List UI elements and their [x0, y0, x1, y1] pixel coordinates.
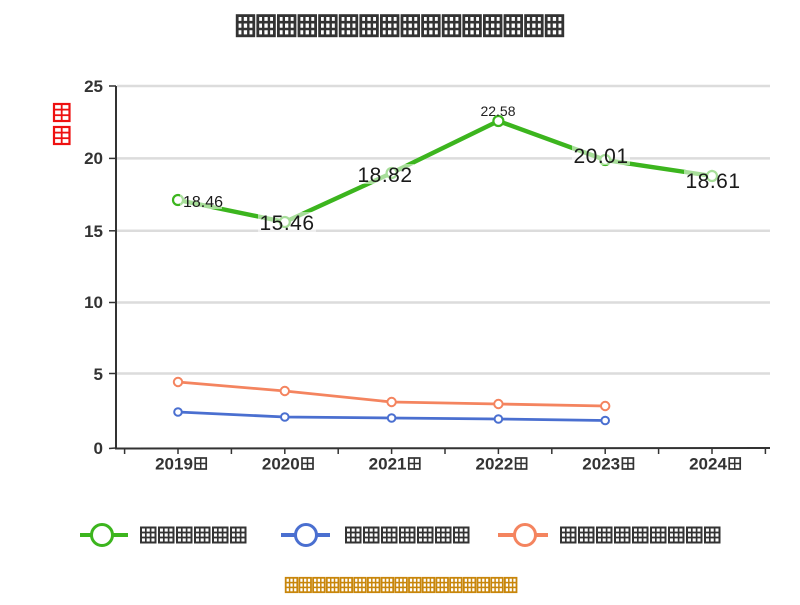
- svg-text:18.82: 18.82: [357, 164, 412, 187]
- svg-text:15: 15: [84, 222, 103, 241]
- svg-text:2019: 2019: [155, 455, 193, 474]
- svg-text:2023: 2023: [582, 455, 620, 474]
- svg-text:10: 10: [84, 293, 103, 312]
- svg-text:20: 20: [84, 149, 103, 168]
- svg-text:2021: 2021: [369, 455, 407, 474]
- svg-text:2022: 2022: [475, 455, 513, 474]
- svg-text:20.01: 20.01: [573, 145, 628, 168]
- svg-text:5: 5: [94, 365, 103, 384]
- svg-text:2024: 2024: [689, 455, 727, 474]
- svg-text:22.58: 22.58: [480, 103, 515, 119]
- svg-text:18.61: 18.61: [685, 170, 740, 193]
- svg-text:25: 25: [84, 77, 103, 96]
- svg-text:0: 0: [94, 439, 103, 458]
- svg-text:18.46: 18.46: [183, 194, 223, 211]
- svg-text:15.46: 15.46: [259, 212, 314, 235]
- svg-text:2020: 2020: [262, 455, 300, 474]
